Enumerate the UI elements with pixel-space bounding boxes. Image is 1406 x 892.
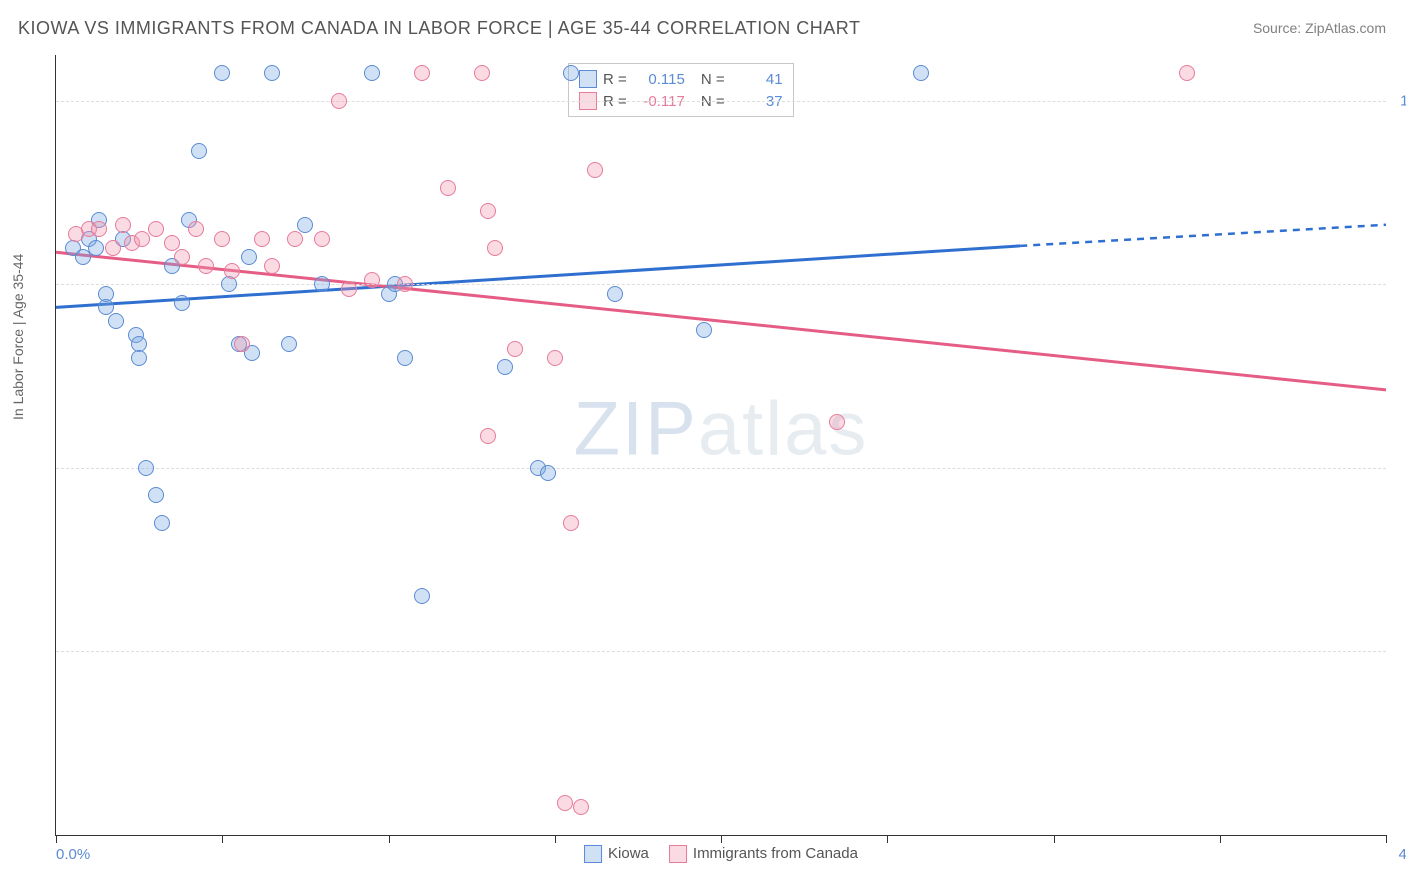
legend-item: Immigrants from Canada [669, 845, 858, 863]
source-attribution: Source: ZipAtlas.com [1253, 20, 1386, 36]
scatter-point [557, 795, 573, 811]
trend-line [56, 252, 1386, 390]
trend-lines-layer [56, 55, 1386, 835]
legend-n-value: 41 [731, 71, 783, 88]
scatter-point [234, 336, 250, 352]
scatter-point [254, 231, 270, 247]
x-tick [222, 835, 223, 843]
x-tick [1220, 835, 1221, 843]
scatter-point [105, 240, 121, 256]
scatter-point [108, 313, 124, 329]
scatter-point [221, 276, 237, 292]
legend-swatch [579, 70, 597, 88]
legend-n-label: N = [701, 71, 725, 88]
scatter-point [607, 286, 623, 302]
scatter-point [131, 350, 147, 366]
trend-line-extrapolated [1020, 225, 1386, 246]
watermark-atlas: atlas [698, 387, 869, 472]
scatter-point [287, 231, 303, 247]
scatter-point [188, 221, 204, 237]
x-tick-label: 40.0% [1398, 846, 1406, 863]
watermark: ZIPatlas [574, 386, 869, 473]
scatter-point [1179, 65, 1195, 81]
scatter-point [563, 515, 579, 531]
scatter-point [191, 143, 207, 159]
x-tick [721, 835, 722, 843]
x-tick-label: 0.0% [56, 846, 90, 863]
y-tick-label: 100.0% [1400, 92, 1406, 109]
scatter-point [507, 341, 523, 357]
scatter-point [497, 359, 513, 375]
scatter-point [331, 93, 347, 109]
x-tick [56, 835, 57, 843]
scatter-point [314, 231, 330, 247]
legend-label: Kiowa [608, 845, 649, 862]
scatter-point [214, 231, 230, 247]
scatter-point [696, 322, 712, 338]
scatter-point [474, 65, 490, 81]
gridline [56, 468, 1386, 469]
scatter-point [414, 65, 430, 81]
legend-item: Kiowa [584, 845, 649, 863]
scatter-point [264, 258, 280, 274]
legend-r-label: R = [603, 71, 627, 88]
scatter-point [414, 588, 430, 604]
legend-row: R = 0.115 N = 41 [579, 68, 783, 90]
scatter-point [440, 180, 456, 196]
scatter-point [314, 276, 330, 292]
x-tick [887, 835, 888, 843]
legend-swatch [584, 845, 602, 863]
scatter-point [487, 240, 503, 256]
trend-line [56, 246, 1020, 307]
scatter-point [480, 428, 496, 444]
correlation-chart: ZIPatlas R =0.115N =41R =-0.117N =37 Kio… [55, 55, 1386, 836]
scatter-point [587, 162, 603, 178]
scatter-point [364, 272, 380, 288]
scatter-point [540, 465, 556, 481]
scatter-point [148, 487, 164, 503]
scatter-point [174, 249, 190, 265]
y-axis-label: In Labor Force | Age 35-44 [10, 254, 26, 420]
scatter-point [91, 221, 107, 237]
scatter-point [174, 295, 190, 311]
scatter-point [397, 350, 413, 366]
gridline [56, 284, 1386, 285]
scatter-point [224, 263, 240, 279]
chart-title: KIOWA VS IMMIGRANTS FROM CANADA IN LABOR… [18, 18, 860, 39]
scatter-point [573, 799, 589, 815]
scatter-point [480, 203, 496, 219]
series-legend: Kiowa Immigrants from Canada [584, 845, 858, 863]
scatter-point [547, 350, 563, 366]
scatter-point [281, 336, 297, 352]
x-tick [555, 835, 556, 843]
scatter-point [829, 414, 845, 430]
scatter-point [88, 240, 104, 256]
scatter-point [341, 281, 357, 297]
scatter-point [364, 65, 380, 81]
scatter-point [154, 515, 170, 531]
gridline [56, 651, 1386, 652]
x-tick [1386, 835, 1387, 843]
scatter-point [138, 460, 154, 476]
scatter-point [214, 65, 230, 81]
legend-swatch [669, 845, 687, 863]
scatter-point [264, 65, 280, 81]
legend-label: Immigrants from Canada [693, 845, 858, 862]
correlation-legend: R =0.115N =41R =-0.117N =37 [568, 63, 794, 117]
scatter-point [241, 249, 257, 265]
watermark-zip: ZIP [574, 387, 698, 472]
scatter-point [397, 276, 413, 292]
scatter-point [148, 221, 164, 237]
scatter-point [913, 65, 929, 81]
scatter-point [198, 258, 214, 274]
gridline [56, 101, 1386, 102]
x-tick [389, 835, 390, 843]
x-tick [1054, 835, 1055, 843]
scatter-point [115, 217, 131, 233]
legend-r-value: 0.115 [633, 71, 685, 88]
scatter-point [297, 217, 313, 233]
scatter-point [563, 65, 579, 81]
